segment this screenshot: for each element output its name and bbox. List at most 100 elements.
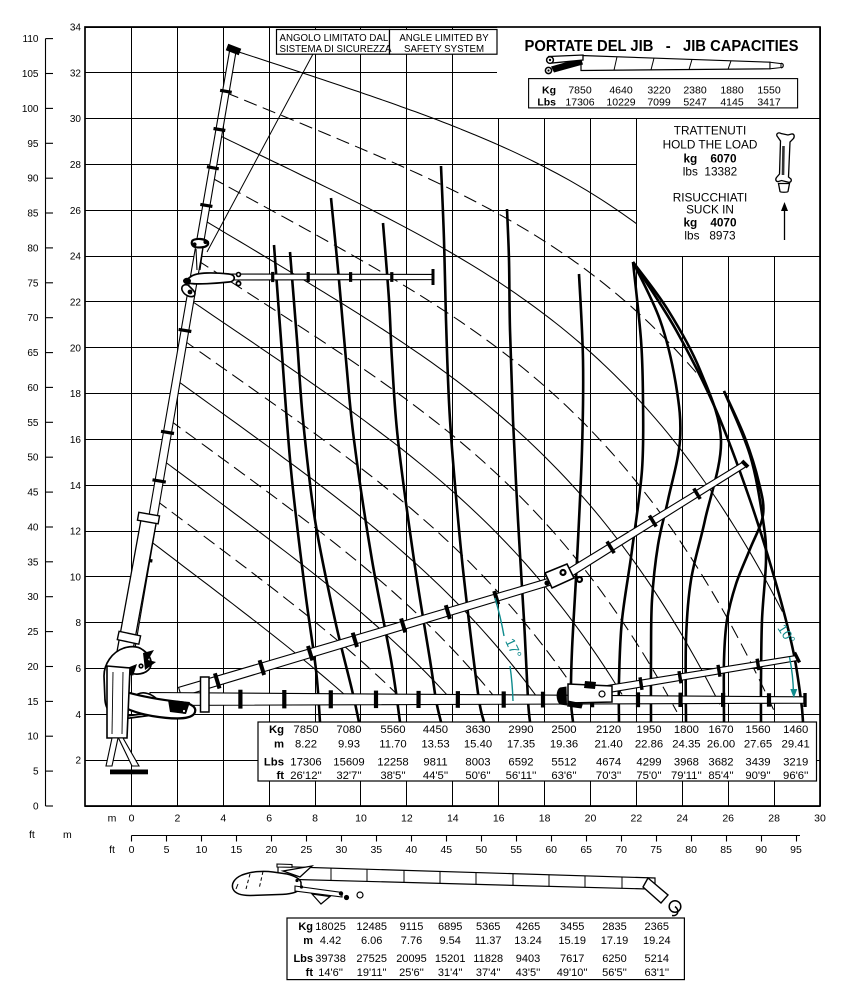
svg-text:0: 0 <box>33 802 39 813</box>
svg-text:1670: 1670 <box>708 724 733 736</box>
svg-text:25: 25 <box>301 844 313 856</box>
svg-text:11828: 11828 <box>473 953 503 965</box>
svg-text:6: 6 <box>75 664 81 675</box>
svg-text:ft: ft <box>276 770 284 782</box>
svg-text:24: 24 <box>70 252 82 263</box>
svg-text:16: 16 <box>70 435 82 446</box>
svg-text:3219: 3219 <box>783 757 808 769</box>
svg-text:5: 5 <box>33 767 39 778</box>
svg-text:Lbs: Lbs <box>537 97 556 109</box>
svg-text:4265: 4265 <box>516 921 540 933</box>
svg-text:1550: 1550 <box>757 85 781 97</box>
svg-text:2365: 2365 <box>645 921 669 933</box>
svg-text:17.19: 17.19 <box>601 935 629 947</box>
svg-text:3455: 3455 <box>560 921 584 933</box>
svg-text:7.76: 7.76 <box>401 935 422 947</box>
svg-text:10: 10 <box>70 572 82 583</box>
svg-text:65: 65 <box>580 844 592 856</box>
svg-text:50: 50 <box>475 844 487 856</box>
svg-text:85: 85 <box>720 844 732 856</box>
svg-text:28: 28 <box>768 813 780 825</box>
svg-text:40: 40 <box>405 844 417 856</box>
svg-text:3630: 3630 <box>465 724 490 736</box>
svg-text:25'6'': 25'6'' <box>399 967 424 979</box>
svg-text:110: 110 <box>23 34 39 45</box>
svg-text:8.22: 8.22 <box>295 739 317 751</box>
svg-text:40: 40 <box>27 523 39 534</box>
svg-text:60: 60 <box>545 844 557 856</box>
svg-text:11.70: 11.70 <box>379 739 406 751</box>
svg-text:9811: 9811 <box>423 757 447 769</box>
svg-text:100: 100 <box>22 104 39 115</box>
svg-text:15: 15 <box>27 697 39 708</box>
svg-text:22: 22 <box>631 813 643 825</box>
svg-text:10: 10 <box>27 732 39 743</box>
svg-text:m: m <box>108 813 117 825</box>
svg-text:34: 34 <box>70 23 82 34</box>
svg-text:14'6'': 14'6'' <box>318 967 343 979</box>
svg-text:70: 70 <box>27 313 39 324</box>
svg-text:7080: 7080 <box>336 724 361 736</box>
svg-text:4: 4 <box>220 813 226 825</box>
svg-text:0: 0 <box>129 844 135 856</box>
svg-text:56'11'': 56'11'' <box>506 770 537 782</box>
svg-text:96'6'': 96'6'' <box>783 770 808 782</box>
svg-text:75: 75 <box>27 278 39 289</box>
svg-text:7850: 7850 <box>568 85 592 97</box>
svg-text:105: 105 <box>22 69 39 80</box>
svg-text:1800: 1800 <box>674 724 699 736</box>
svg-text:1460: 1460 <box>783 724 808 736</box>
svg-text:6.06: 6.06 <box>361 935 382 947</box>
svg-text:Kg: Kg <box>542 85 556 97</box>
svg-text:55: 55 <box>27 418 39 429</box>
svg-text:45: 45 <box>440 844 452 856</box>
svg-text:4.42: 4.42 <box>320 935 341 947</box>
svg-text:43'5'': 43'5'' <box>516 967 541 979</box>
svg-text:Kg: Kg <box>269 724 284 736</box>
svg-text:12258: 12258 <box>377 757 408 769</box>
svg-text:5560: 5560 <box>380 724 405 736</box>
svg-text:2: 2 <box>174 813 180 825</box>
svg-text:63'1'': 63'1'' <box>644 967 669 979</box>
svg-text:6: 6 <box>266 813 272 825</box>
svg-text:5512: 5512 <box>551 757 576 769</box>
svg-text:63'6'': 63'6'' <box>551 770 576 782</box>
svg-text:50: 50 <box>27 453 39 464</box>
svg-text:9403: 9403 <box>516 953 540 965</box>
svg-text:17.35: 17.35 <box>507 739 535 751</box>
svg-text:30: 30 <box>27 592 39 603</box>
svg-text:SUCK IN: SUCK IN <box>686 203 734 217</box>
svg-text:8: 8 <box>75 618 81 629</box>
svg-text:17306: 17306 <box>565 97 594 109</box>
svg-text:90: 90 <box>755 844 767 856</box>
svg-text:95: 95 <box>790 844 802 856</box>
svg-text:13.24: 13.24 <box>514 935 542 947</box>
svg-text:2990: 2990 <box>508 724 533 736</box>
svg-text:ft: ft <box>306 967 314 979</box>
svg-text:18025: 18025 <box>315 921 346 933</box>
svg-text:32: 32 <box>70 68 82 79</box>
svg-text:22: 22 <box>70 298 82 309</box>
svg-text:3220: 3220 <box>647 85 671 97</box>
svg-text:2500: 2500 <box>551 724 576 736</box>
svg-text:45: 45 <box>27 488 39 499</box>
svg-text:11.37: 11.37 <box>475 935 502 947</box>
svg-text:Lbs: Lbs <box>264 757 284 769</box>
svg-text:90: 90 <box>27 174 39 185</box>
svg-text:4145: 4145 <box>720 97 744 109</box>
svg-text:39738: 39738 <box>315 953 346 965</box>
svg-text:25: 25 <box>27 627 39 638</box>
svg-text:15.19: 15.19 <box>558 935 586 947</box>
svg-text:5365: 5365 <box>476 921 500 933</box>
svg-text:9.54: 9.54 <box>439 935 460 947</box>
svg-text:56'5'': 56'5'' <box>602 967 627 979</box>
svg-text:44'5'': 44'5'' <box>423 770 448 782</box>
svg-text:85'4'': 85'4'' <box>708 770 733 782</box>
svg-text:12485: 12485 <box>356 921 387 933</box>
svg-text:9115: 9115 <box>400 921 424 933</box>
svg-text:50'6'': 50'6'' <box>465 770 490 782</box>
svg-text:4: 4 <box>75 710 81 721</box>
svg-text:26: 26 <box>70 206 82 217</box>
svg-text:35: 35 <box>27 557 39 568</box>
svg-text:60: 60 <box>27 383 39 394</box>
